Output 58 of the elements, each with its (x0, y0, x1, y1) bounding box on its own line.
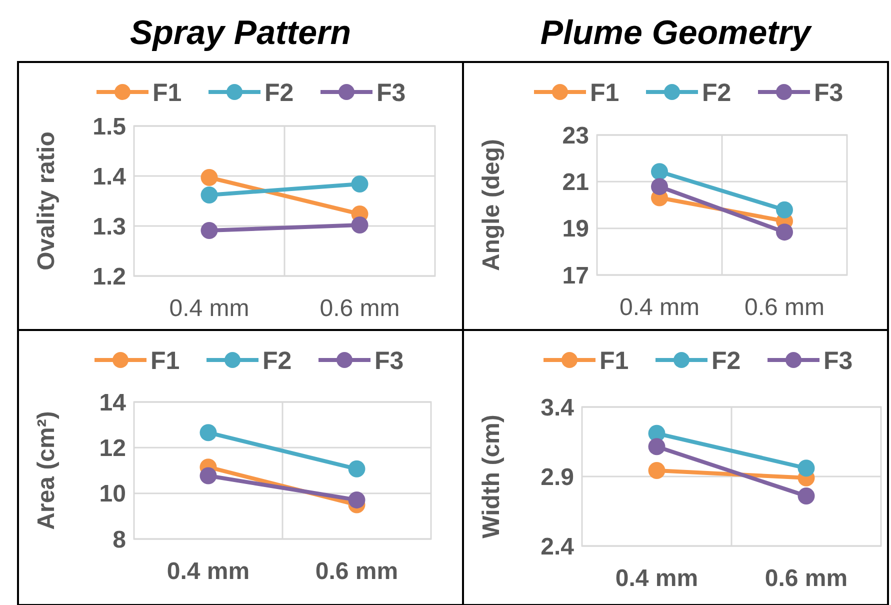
y-tick-label: 12 (99, 435, 126, 462)
y-axis-title: Area (cm²) (33, 411, 60, 530)
x-tick-label: 0.6 mm (744, 294, 825, 321)
chart-title: Plume Geometry (540, 14, 813, 52)
legend-label: F2 (264, 78, 294, 107)
x-tick-label: 0.4 mm (169, 295, 250, 322)
y-axis-title: Ovality ratio (33, 132, 60, 270)
x-tick-label: 0.6 mm (764, 565, 848, 592)
x-tick-label: 0.4 mm (615, 565, 698, 592)
legend-label: F2 (262, 346, 292, 375)
point (200, 169, 218, 186)
legend-label: F1 (152, 78, 182, 107)
point (776, 201, 793, 218)
point (200, 222, 218, 239)
legend-label: F1 (150, 346, 180, 375)
point (348, 460, 366, 478)
x-tick-label: 0.4 mm (166, 558, 250, 585)
legend-label: F2 (702, 78, 732, 107)
x-tick-label: 0.4 mm (619, 294, 700, 321)
point (651, 178, 668, 196)
x-tick-label: 0.6 mm (320, 295, 400, 322)
y-tick-label: 21 (562, 169, 589, 196)
point (200, 467, 217, 484)
point (648, 462, 666, 480)
chart-title: Spray Pattern (130, 14, 352, 52)
y-tick-label: 2.9 (540, 464, 574, 491)
point (798, 460, 815, 477)
legend-label: F3 (824, 346, 853, 375)
point (200, 186, 218, 204)
legend-label: F2 (712, 346, 741, 375)
point (776, 224, 793, 241)
point (651, 163, 668, 180)
y-tick-label: 14 (99, 389, 127, 416)
legend-label: F3 (374, 346, 404, 375)
y-tick-label: 19 (562, 216, 589, 243)
y-tick-label: 1.3 (92, 213, 126, 240)
y-tick-label: 17 (562, 262, 589, 290)
point (200, 424, 217, 442)
point (648, 438, 666, 456)
y-tick-label: 1.4 (92, 163, 127, 190)
legend-label: F1 (590, 78, 620, 107)
point (351, 216, 368, 234)
point (351, 176, 368, 192)
y-axis-title: Width (cm) (478, 414, 505, 538)
point (348, 491, 366, 508)
y-tick-label: 2.4 (540, 533, 575, 560)
y-tick-label: 1.2 (92, 263, 126, 290)
y-axis-title: Angle (deg) (478, 139, 505, 271)
y-tick-label: 10 (99, 480, 126, 508)
y-tick-label: 8 (112, 526, 126, 554)
y-tick-label: 23 (562, 122, 589, 150)
legend-label: F1 (600, 346, 629, 375)
legend-label: F3 (814, 78, 844, 107)
legend-label: F3 (376, 78, 406, 107)
y-tick-label: 1.5 (92, 113, 126, 140)
point (798, 487, 815, 504)
y-tick-label: 3.4 (540, 394, 575, 422)
x-tick-label: 0.6 mm (315, 558, 398, 585)
